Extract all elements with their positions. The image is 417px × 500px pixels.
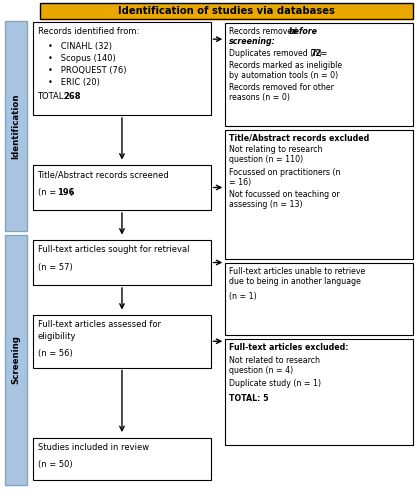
Text: (n = 57): (n = 57)	[38, 262, 72, 272]
Text: Title/Abstract records screened: Title/Abstract records screened	[38, 170, 169, 179]
Text: Duplicates removed (n =: Duplicates removed (n =	[229, 48, 329, 58]
Text: Focussed on practitioners (n: Focussed on practitioners (n	[229, 168, 340, 176]
Text: Identification: Identification	[11, 93, 20, 159]
Text: (n = 56): (n = 56)	[38, 348, 72, 358]
Text: eligibility: eligibility	[38, 332, 76, 341]
Text: (n =: (n =	[38, 188, 58, 196]
FancyBboxPatch shape	[33, 315, 211, 368]
Text: Full-text articles sought for retrieval: Full-text articles sought for retrieval	[38, 245, 189, 254]
Text: ): )	[318, 48, 321, 58]
FancyBboxPatch shape	[225, 339, 413, 445]
Text: Records marked as ineligible: Records marked as ineligible	[229, 60, 342, 70]
Text: by automation tools (n = 0): by automation tools (n = 0)	[229, 70, 338, 80]
Text: question (n = 4): question (n = 4)	[229, 366, 293, 375]
FancyBboxPatch shape	[225, 22, 413, 126]
Text: •   ERIC (20): • ERIC (20)	[48, 78, 100, 87]
Text: ): )	[70, 188, 73, 196]
Text: reasons (n = 0): reasons (n = 0)	[229, 92, 289, 102]
Text: Screening: Screening	[11, 336, 20, 384]
Text: Identification of studies via databases: Identification of studies via databases	[118, 6, 335, 16]
Text: Records removed for other: Records removed for other	[229, 82, 333, 92]
Text: Duplicate study (n = 1): Duplicate study (n = 1)	[229, 379, 321, 388]
Text: 196: 196	[57, 188, 75, 196]
FancyBboxPatch shape	[33, 165, 211, 210]
Text: Full-text articles excluded:: Full-text articles excluded:	[229, 343, 348, 352]
Text: Title/Abstract records excluded: Title/Abstract records excluded	[229, 134, 369, 142]
Text: screening:: screening:	[229, 36, 275, 46]
Text: Not relating to research: Not relating to research	[229, 146, 322, 154]
Text: before: before	[289, 26, 318, 36]
Text: 268: 268	[64, 92, 81, 102]
FancyBboxPatch shape	[5, 235, 27, 485]
Text: assessing (n = 13): assessing (n = 13)	[229, 200, 302, 208]
Text: question (n = 110): question (n = 110)	[229, 156, 303, 164]
Text: •   CINAHL (32): • CINAHL (32)	[48, 42, 112, 51]
FancyBboxPatch shape	[33, 438, 211, 480]
Text: Studies included in review: Studies included in review	[38, 442, 148, 452]
Text: (n = 50): (n = 50)	[38, 460, 72, 469]
Text: •   PROQUEST (76): • PROQUEST (76)	[48, 66, 126, 75]
FancyBboxPatch shape	[33, 22, 211, 115]
Text: Records removed: Records removed	[229, 26, 299, 36]
Text: Full-text articles assessed for: Full-text articles assessed for	[38, 320, 161, 329]
Text: 72: 72	[310, 48, 321, 58]
Text: = 16): = 16)	[229, 178, 251, 186]
Text: Not focussed on teaching or: Not focussed on teaching or	[229, 190, 339, 198]
FancyBboxPatch shape	[33, 240, 211, 285]
FancyBboxPatch shape	[40, 2, 413, 19]
Text: Full-text articles unable to retrieve: Full-text articles unable to retrieve	[229, 266, 365, 276]
Text: due to being in another language: due to being in another language	[229, 276, 360, 285]
Text: Records identified from:: Records identified from:	[38, 28, 139, 36]
FancyBboxPatch shape	[225, 262, 413, 335]
FancyBboxPatch shape	[225, 130, 413, 258]
FancyBboxPatch shape	[5, 21, 27, 231]
Text: TOTAL:: TOTAL:	[38, 92, 69, 102]
Text: Not related to research: Not related to research	[229, 356, 319, 365]
Text: (n = 1): (n = 1)	[229, 292, 256, 300]
Text: •   Scopus (140): • Scopus (140)	[48, 54, 116, 63]
Text: TOTAL: 5: TOTAL: 5	[229, 394, 268, 403]
